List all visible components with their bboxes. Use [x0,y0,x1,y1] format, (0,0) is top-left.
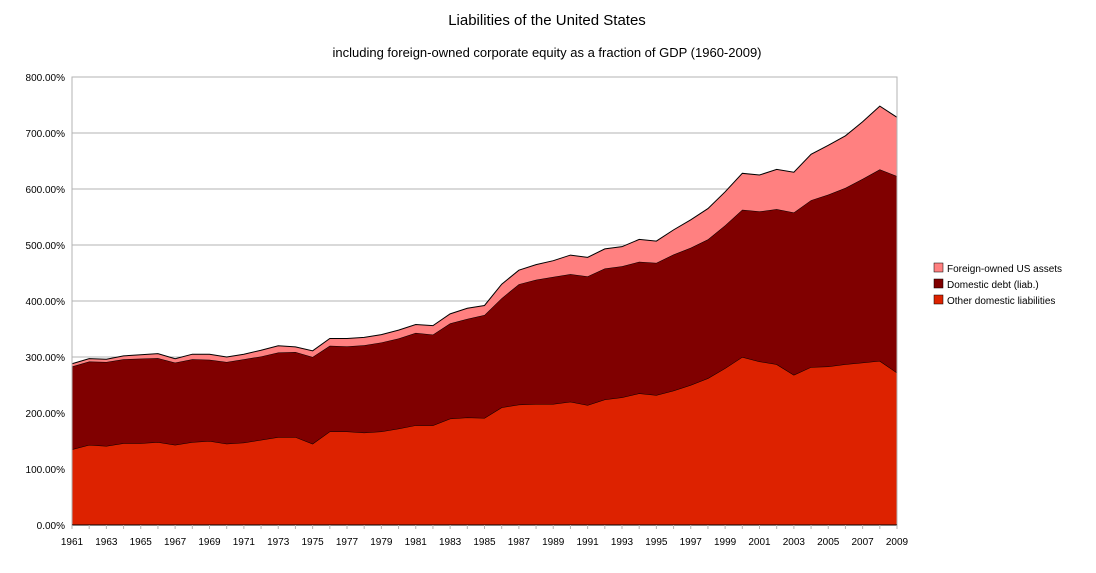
x-tick-label: 1995 [645,537,668,548]
x-tick-label: 1973 [267,537,290,548]
y-tick-label: 0.00% [37,521,65,532]
x-tick-label: 1965 [130,537,153,548]
y-tick-label: 700.00% [26,129,66,140]
area-domestic-debt-liab [72,169,897,450]
x-tick-label: 1997 [680,537,703,548]
x-tick-label: 2009 [886,537,909,548]
x-tick-label: 1981 [405,537,428,548]
area-top-line [71,105,898,365]
x-tick-label: 2005 [817,537,840,548]
legend-label: Other domestic liabilities [947,296,1055,307]
x-tick-label: 1999 [714,537,737,548]
x-tick-label: 1971 [233,537,256,548]
x-tick-label: 2003 [783,537,806,548]
y-tick-label: 800.00% [26,73,66,84]
x-tick-label: 1961 [61,537,84,548]
x-tick-label: 1991 [577,537,600,548]
x-tick-label: 2007 [852,537,875,548]
y-tick-label: 500.00% [26,241,66,252]
x-tick-label: 1985 [473,537,496,548]
x-tick-label: 1993 [611,537,634,548]
x-tick-label: 1977 [336,537,359,548]
legend-swatch [933,278,944,289]
legend-swatch [933,262,944,273]
area-foreign-owned-us-assets [72,106,897,367]
x-tick-label: 1979 [370,537,393,548]
x-tick-label: 1963 [95,537,118,548]
x-tick-label: 1989 [542,537,565,548]
x-tick-label: 1969 [198,537,221,548]
y-tick-label: 300.00% [26,353,66,364]
chart-title: Liabilities of the United States [448,12,646,29]
x-tick-label: 1975 [302,537,325,548]
x-tick-label: 1987 [508,537,531,548]
legend-swatch [933,294,944,305]
x-tick-label: 1983 [439,537,462,548]
y-tick-label: 100.00% [26,465,66,476]
y-tick-label: 400.00% [26,297,66,308]
chart-subtitle: including foreign-owned corporate equity… [332,45,761,60]
area-other-domestic-liabilities [72,357,897,525]
x-tick-label: 2001 [748,537,771,548]
y-tick-label: 200.00% [26,409,66,420]
x-tick-label: 1967 [164,537,187,548]
legend-label: Domestic debt (liab.) [947,280,1039,291]
legend-label: Foreign-owned US assets [947,264,1062,275]
y-tick-label: 600.00% [26,185,66,196]
